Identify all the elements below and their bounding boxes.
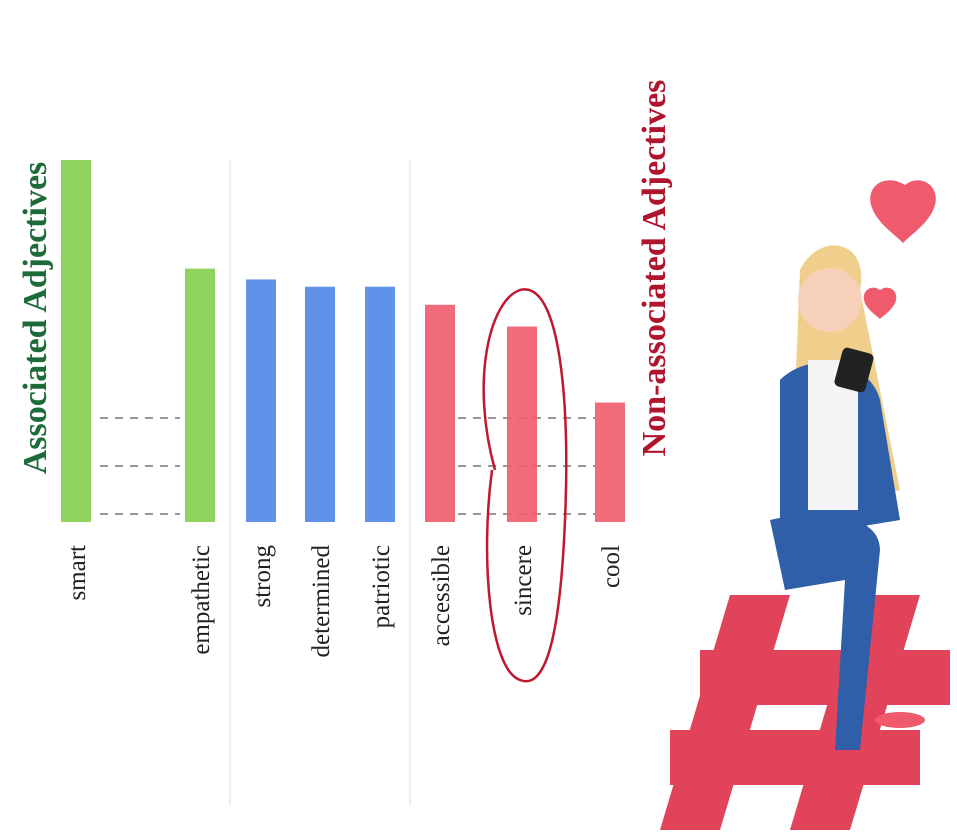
illustration <box>660 180 950 830</box>
bar <box>507 326 537 522</box>
category-label: cool <box>598 545 625 588</box>
category-label: determined <box>308 545 335 658</box>
category-label: patriotic <box>368 545 395 628</box>
bar <box>185 268 215 522</box>
bar <box>425 304 455 522</box>
category-label: smart <box>64 545 91 601</box>
bar <box>305 286 335 522</box>
category-label: strong <box>249 545 276 608</box>
category-label: accessible <box>428 545 455 646</box>
chart-subtitle: Non-associated Adjectives <box>636 80 673 457</box>
bar <box>365 286 395 522</box>
bar <box>246 279 276 522</box>
category-label: sincere <box>510 545 537 616</box>
highlight-circle <box>482 288 568 683</box>
bar <box>595 402 625 522</box>
dashed-guides <box>100 417 595 515</box>
category-label: empathetic <box>188 545 215 655</box>
chart-title: Associated Adjectives <box>17 162 54 475</box>
bar <box>61 160 91 522</box>
